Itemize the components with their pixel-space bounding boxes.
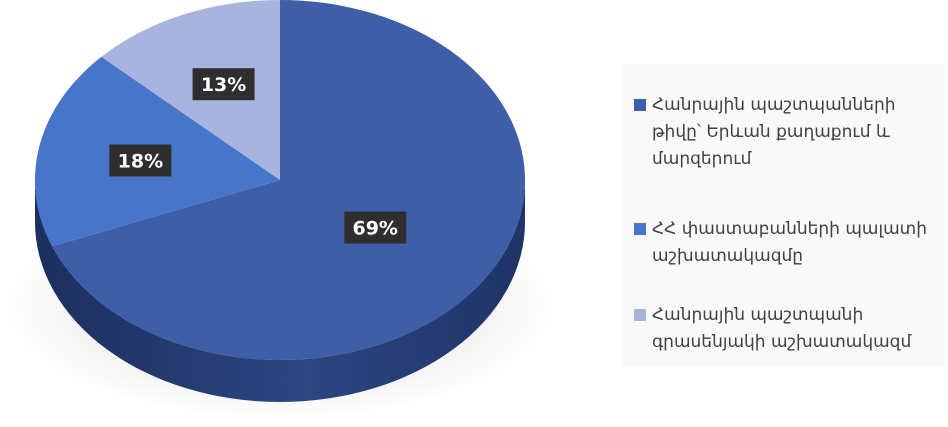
legend-swatch [634,223,646,235]
data-label-box [192,68,255,101]
pie-chart: 69% 18% 13% [5,0,555,420]
data-label-box [344,211,407,244]
data-label-text: 69% [352,218,397,240]
legend-item-bar-association-staff: ՀՀ փաստաբանների պալատի աշխատակազմը [634,216,942,270]
data-label: 69% [344,211,407,244]
pie-side-wall [35,180,525,402]
legend-item-public-defender-office-staff: Հանրային պաշտպանի գրասենյակի աշխատակազմ [634,302,942,356]
legend-swatch [634,309,646,321]
pie-side-face [35,180,525,402]
data-label-text: 13% [201,74,246,96]
data-label-text: 18% [118,150,163,172]
data-label: 18% [109,144,172,177]
data-label-box [109,144,172,177]
pie-slice [101,0,281,180]
legend-label: Հանրային պաշտպանների թիվը՝ Երևան քաղաքու… [652,95,896,169]
legend-item-public-defenders-count: Հանրային պաշտպանների թիվը՝ Երևան քաղաքու… [634,92,942,173]
pie-slice [52,0,525,360]
legend-swatch [634,99,646,111]
data-label: 13% [192,68,255,101]
legend-label: ՀՀ փաստաբանների պալատի աշխատակազմը [652,219,927,266]
legend-label: Հանրային պաշտպանի գրասենյակի աշխատակազմ [652,305,912,352]
legend: Հանրային պաշտպանների թիվը՝ Երևան քաղաքու… [622,64,944,366]
